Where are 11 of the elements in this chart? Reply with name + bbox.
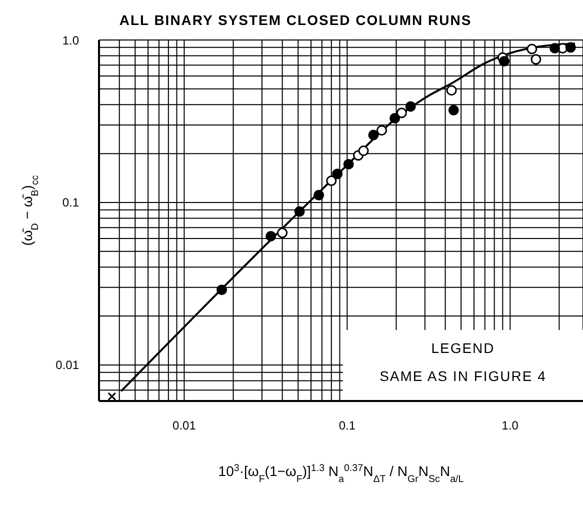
text: 10$^{3}$·[ω$_{F}$(1−ω$_{F}$)]$^{1.3}$ N$_{a}$$^{0.37}$N$_{ΔT}$ / N$_{Gr}$N$_{Sc}$N$_{a/L}$ bbox=[218, 462, 464, 484]
x-tick-label: 0.01 bbox=[172, 418, 196, 433]
annotation: LEGEND bbox=[430, 340, 496, 356]
y-tick-label: 0.1 bbox=[62, 196, 80, 210]
x-tick-label: 1.0 bbox=[502, 418, 519, 433]
annotation: SAME AS IN FIGURE 4 bbox=[378, 368, 548, 384]
y-tick-label: 0.01 bbox=[56, 358, 80, 372]
x-tick-label: 0.1 bbox=[338, 418, 356, 433]
chart-title: ALL BINARY SYSTEM CLOSED COLUMN RUNS bbox=[118, 12, 473, 28]
legend-box: LEGEND SAME AS IN FIGURE 4 bbox=[343, 330, 583, 400]
y-tick-label: 1.0 bbox=[62, 33, 80, 48]
